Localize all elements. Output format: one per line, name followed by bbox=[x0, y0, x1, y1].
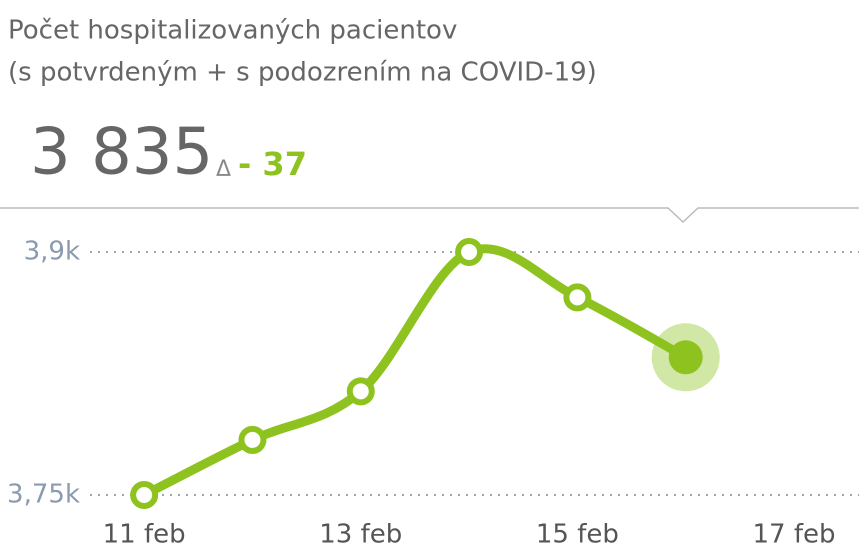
point bbox=[238, 425, 267, 454]
line bbox=[139, 244, 691, 500]
delta-value: - 37 bbox=[238, 145, 307, 183]
delta-symbol: Δ bbox=[216, 157, 231, 182]
divider bbox=[0, 207, 859, 224]
y-tick-label: 3,9k bbox=[24, 237, 80, 267]
x-tick-label: 15 feb bbox=[536, 520, 619, 550]
subtitle: (s potvrdeným + s podozrením na COVID-19… bbox=[8, 58, 597, 88]
y-tick-label: 3,75k bbox=[7, 480, 80, 510]
point bbox=[130, 481, 159, 509]
point bbox=[455, 238, 484, 266]
point bbox=[668, 340, 703, 375]
x-tick-label: 11 feb bbox=[103, 520, 186, 550]
x-tick-label: 17 feb bbox=[753, 520, 836, 550]
x-tick-label: 13 feb bbox=[319, 520, 402, 550]
point bbox=[346, 377, 375, 406]
point bbox=[563, 283, 592, 312]
title: Počet hospitalizovaných pacientov bbox=[8, 16, 457, 46]
headline-value: 3 835 bbox=[30, 116, 213, 190]
